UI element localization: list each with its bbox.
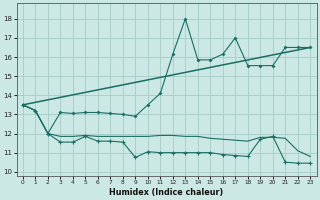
X-axis label: Humidex (Indice chaleur): Humidex (Indice chaleur) (109, 188, 224, 197)
